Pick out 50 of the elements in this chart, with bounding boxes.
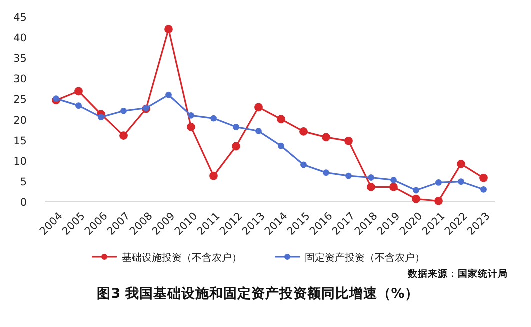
text: 图3 我国基础设施和固定资产投资额同比增速（%） — [97, 285, 419, 302]
legend-label: 固定资产投资（不含农户） — [305, 252, 425, 264]
y-tick-label: 5 — [20, 176, 27, 188]
point — [480, 186, 487, 193]
point — [457, 160, 466, 168]
point — [74, 87, 83, 96]
point — [390, 183, 398, 192]
point — [322, 133, 330, 142]
point — [210, 172, 218, 180]
point — [98, 114, 104, 121]
point — [278, 142, 284, 150]
point — [254, 103, 263, 112]
point — [413, 187, 420, 194]
point — [434, 196, 443, 206]
point — [390, 177, 397, 184]
y-tick-label: 35 — [14, 53, 27, 66]
y-tick-label: 0 — [20, 197, 27, 209]
y-tick-label: 45 — [14, 12, 27, 24]
y-tick-label: 30 — [14, 74, 27, 86]
legend-label: 基础设施投资（不含农户） — [122, 252, 242, 264]
point — [458, 178, 464, 186]
point — [346, 172, 352, 180]
point — [323, 170, 330, 176]
point — [166, 92, 172, 98]
point — [300, 162, 307, 168]
point — [53, 96, 60, 102]
point — [120, 132, 128, 140]
point — [164, 25, 173, 34]
point — [367, 183, 376, 192]
point — [277, 115, 286, 124]
point — [233, 124, 240, 130]
point — [120, 108, 127, 114]
point — [187, 122, 196, 132]
point — [76, 102, 82, 109]
point — [256, 128, 262, 134]
point — [368, 174, 374, 181]
source-note: 数据来源：国家统计局 — [407, 268, 508, 280]
point — [300, 128, 308, 136]
y-tick-label: 15 — [14, 135, 27, 148]
point — [232, 142, 240, 151]
y-tick-label: 40 — [14, 32, 27, 45]
point — [210, 115, 217, 122]
point — [436, 179, 442, 186]
point — [480, 174, 488, 182]
point — [188, 112, 194, 119]
y-tick-label: 20 — [14, 114, 27, 127]
point — [412, 194, 420, 204]
y-tick-label: 10 — [14, 156, 27, 168]
y-tick-label: 25 — [14, 94, 27, 106]
point — [344, 136, 353, 146]
